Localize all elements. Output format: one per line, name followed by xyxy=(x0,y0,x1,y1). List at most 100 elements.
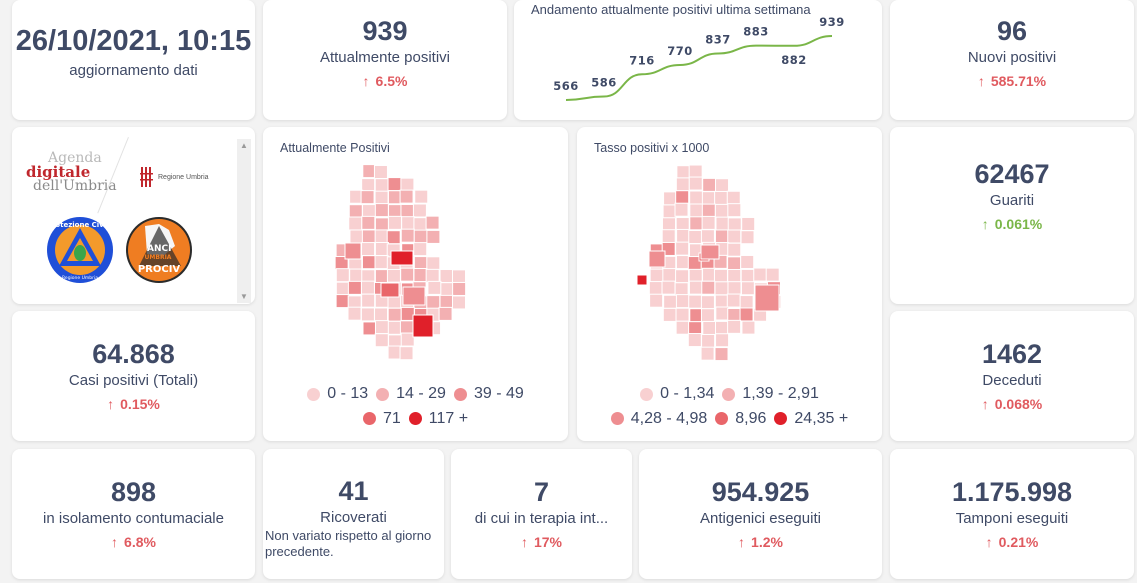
municipality-region[interactable] xyxy=(727,229,742,244)
municipality-region[interactable] xyxy=(701,203,716,218)
municipality-region[interactable] xyxy=(714,347,729,362)
municipality-region[interactable] xyxy=(675,190,690,205)
legend-item[interactable]: 71 xyxy=(362,408,401,430)
municipality-region[interactable] xyxy=(715,320,730,335)
legend-item[interactable]: 0 - 13 xyxy=(307,383,368,405)
municipality-region[interactable] xyxy=(374,255,389,270)
municipality-region[interactable] xyxy=(688,176,703,191)
municipality-region[interactable] xyxy=(688,294,703,309)
municipality-region[interactable] xyxy=(387,345,402,360)
municipality-region[interactable] xyxy=(347,306,362,321)
municipality-region[interactable] xyxy=(700,244,720,260)
municipality-region[interactable] xyxy=(727,269,742,284)
municipality-region[interactable] xyxy=(701,215,716,230)
municipality-region[interactable] xyxy=(439,269,454,284)
municipality-region[interactable] xyxy=(674,202,689,217)
municipality-region[interactable] xyxy=(687,333,702,348)
municipality-region[interactable] xyxy=(714,294,729,309)
municipality-region[interactable] xyxy=(427,280,442,295)
municipality-region[interactable] xyxy=(451,295,466,310)
municipality-region[interactable] xyxy=(451,269,466,284)
municipality-region[interactable] xyxy=(426,256,441,271)
municipality-region[interactable] xyxy=(362,165,377,179)
municipality-region[interactable] xyxy=(400,332,415,347)
municipality-region[interactable] xyxy=(380,282,400,298)
municipality-region[interactable] xyxy=(374,242,389,257)
municipality-region[interactable] xyxy=(727,203,742,218)
municipality-region[interactable] xyxy=(348,204,363,219)
municipality-region[interactable] xyxy=(753,267,768,282)
municipality-region[interactable] xyxy=(648,281,663,296)
municipality-region[interactable] xyxy=(675,269,690,284)
municipality-region[interactable] xyxy=(347,280,362,295)
municipality-region[interactable] xyxy=(688,321,703,336)
municipality-region[interactable] xyxy=(714,281,729,296)
municipality-region[interactable] xyxy=(413,217,428,232)
legend-item[interactable]: 0 - 1,34 xyxy=(640,383,714,405)
umbria-map[interactable] xyxy=(577,165,882,365)
municipality-region[interactable] xyxy=(714,229,729,244)
municipality-region[interactable] xyxy=(425,215,440,230)
municipality-region[interactable] xyxy=(740,254,755,269)
municipality-region[interactable] xyxy=(688,268,703,283)
municipality-region[interactable] xyxy=(702,177,717,192)
legend-item[interactable]: 1,39 - 2,91 xyxy=(722,383,819,405)
municipality-region[interactable] xyxy=(360,307,375,322)
municipality-region[interactable] xyxy=(439,294,454,309)
municipality-region[interactable] xyxy=(387,190,402,205)
legend-item[interactable]: 24,35 + xyxy=(774,408,848,430)
municipality-region[interactable] xyxy=(675,217,690,232)
municipality-region[interactable] xyxy=(414,189,429,204)
municipality-region[interactable] xyxy=(648,250,666,268)
municipality-region[interactable] xyxy=(387,307,402,322)
municipality-region[interactable] xyxy=(740,281,755,296)
municipality-region[interactable] xyxy=(349,229,364,244)
municipality-region[interactable] xyxy=(688,280,703,295)
municipality-region[interactable] xyxy=(649,293,664,308)
municipality-region[interactable] xyxy=(675,255,690,270)
municipality-region[interactable] xyxy=(401,216,416,231)
municipality-region[interactable] xyxy=(675,307,690,322)
scroll-down-icon[interactable]: ▼ xyxy=(240,292,248,301)
municipality-region[interactable] xyxy=(740,268,755,283)
municipality-region[interactable] xyxy=(713,268,728,283)
municipality-region[interactable] xyxy=(727,319,742,334)
scroll-up-icon[interactable]: ▲ xyxy=(240,141,248,150)
municipality-region[interactable] xyxy=(361,242,376,257)
municipality-region[interactable] xyxy=(362,204,377,219)
municipality-region[interactable] xyxy=(754,284,780,312)
municipality-region[interactable] xyxy=(400,228,415,243)
municipality-region[interactable] xyxy=(662,307,677,322)
municipality-region[interactable] xyxy=(362,321,377,336)
municipality-region[interactable] xyxy=(374,307,389,322)
municipality-region[interactable] xyxy=(335,268,350,283)
municipality-region[interactable] xyxy=(374,333,389,348)
municipality-region[interactable] xyxy=(675,241,690,256)
municipality-region[interactable] xyxy=(688,165,703,179)
municipality-region[interactable] xyxy=(387,215,402,230)
municipality-region[interactable] xyxy=(399,189,414,204)
municipality-region[interactable] xyxy=(700,346,715,361)
municipality-region[interactable] xyxy=(726,190,741,205)
municipality-region[interactable] xyxy=(399,320,414,335)
municipality-region[interactable] xyxy=(438,306,453,321)
umbria-map[interactable] xyxy=(263,165,568,365)
municipality-region[interactable] xyxy=(412,203,427,218)
municipality-region[interactable] xyxy=(740,230,755,245)
municipality-region[interactable] xyxy=(426,229,441,244)
municipality-region[interactable] xyxy=(413,256,428,271)
municipality-region[interactable] xyxy=(727,217,742,232)
municipality-region[interactable] xyxy=(700,308,715,323)
municipality-region[interactable] xyxy=(741,320,756,335)
municipality-region[interactable] xyxy=(701,333,716,348)
municipality-region[interactable] xyxy=(715,306,730,321)
municipality-region[interactable] xyxy=(661,229,676,244)
legend-item[interactable]: 117 + xyxy=(408,408,468,430)
municipality-region[interactable] xyxy=(373,165,388,180)
municipality-region[interactable] xyxy=(727,242,742,257)
legend-item[interactable]: 4,28 - 4,98 xyxy=(610,408,707,430)
municipality-region[interactable] xyxy=(700,229,715,244)
municipality-region[interactable] xyxy=(714,203,729,218)
municipality-region[interactable] xyxy=(674,282,689,297)
municipality-region[interactable] xyxy=(715,216,730,231)
